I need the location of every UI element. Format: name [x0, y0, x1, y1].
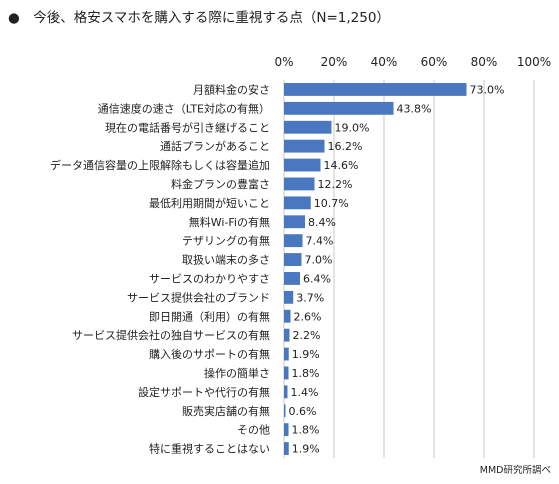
category-label: 無料Wi-Fiの有無 [189, 215, 270, 229]
category-label: 購入後のサポートの有無 [149, 347, 270, 361]
bar [284, 442, 289, 455]
x-tick-label: 40% [371, 55, 398, 69]
bar [284, 347, 289, 361]
category-label: テザリングの有無 [182, 234, 270, 248]
category-label: サービス提供会社のブランド [127, 290, 270, 304]
x-tick-label: 60% [421, 55, 448, 69]
category-label: 現在の電話番号が引き継げること [105, 120, 270, 134]
category-label: 通信速度の速さ（LTE対応の有無） [98, 101, 270, 115]
x-tick-label: 80% [471, 55, 498, 69]
bar [284, 290, 294, 304]
data-label: 10.7% [314, 197, 349, 210]
category-label: サービス提供会社の独自サービスの有無 [72, 328, 270, 342]
data-label: 43.8% [397, 102, 432, 115]
data-label: 2.2% [293, 329, 321, 342]
bar [284, 215, 305, 229]
data-label: 16.2% [328, 140, 363, 153]
data-label: 1.4% [291, 386, 319, 399]
bar [284, 404, 286, 418]
category-label: 即日開通（利用）の有無 [149, 309, 270, 323]
data-label: 1.9% [292, 443, 320, 456]
bar [284, 177, 315, 191]
bar [284, 120, 332, 134]
bar [284, 158, 321, 172]
data-label: 73.0% [470, 83, 505, 96]
category-label: 取扱い端末の多さ [182, 253, 270, 267]
bar [284, 309, 291, 323]
bar [284, 423, 289, 437]
data-label: 19.0% [335, 121, 370, 134]
data-label: 6.4% [303, 272, 331, 285]
bar [284, 196, 311, 210]
data-label: 1.9% [292, 348, 320, 361]
category-label: 通話プランがあること [160, 139, 270, 153]
category-label: 操作の簡単さ [204, 366, 270, 380]
data-label: 3.7% [296, 291, 324, 304]
source-credit: MMD研究所調べ [479, 465, 551, 476]
bar [284, 385, 288, 399]
category-label: 販売実店舗の有無 [182, 404, 270, 418]
category-label: その他 [237, 424, 270, 437]
data-label: 7.0% [305, 254, 333, 267]
data-label: 14.6% [324, 159, 359, 172]
category-label: 設定サポートや代行の有無 [138, 385, 270, 399]
data-label: 0.6% [289, 405, 317, 418]
chart-title: ● 今後、格安スマホを購入する際に重視する点（N=1,250） [8, 10, 390, 26]
category-label: サービスのわかりやすさ [149, 272, 270, 285]
bar [284, 101, 394, 115]
bar [284, 139, 325, 153]
category-label: 特に重視することはない [149, 442, 270, 456]
bar [284, 83, 467, 96]
data-label: 2.6% [294, 310, 322, 323]
category-label: 最低利用期間が短いこと [149, 196, 270, 210]
bar [284, 272, 300, 285]
bar [284, 328, 290, 342]
x-tick-label: 0% [274, 55, 293, 69]
category-label: データ通信容量の上限解除もしくは容量追加 [50, 158, 270, 172]
data-label: 12.2% [318, 178, 353, 191]
category-label: 料金プランの豊富さ [171, 177, 270, 191]
x-tick-label: 100% [517, 55, 551, 69]
data-label: 1.8% [292, 367, 320, 380]
data-label: 7.4% [306, 235, 334, 248]
bar [284, 366, 289, 380]
x-tick-label: 20% [321, 55, 348, 69]
bar [284, 234, 303, 248]
data-label: 1.8% [292, 424, 320, 437]
data-label: 8.4% [308, 216, 336, 229]
category-label: 月額料金の安さ [193, 82, 270, 96]
bar [284, 253, 302, 266]
